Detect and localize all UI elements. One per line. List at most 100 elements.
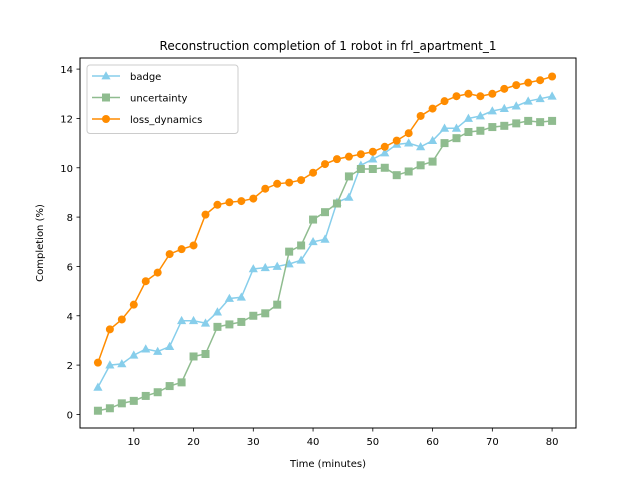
x-axis-label: Time (minutes) [289,459,366,470]
data-point-uncertainty [105,404,114,413]
data-point-badge [451,123,462,132]
data-point-badge [463,113,474,122]
data-point-loss_dynamics [105,325,114,334]
data-point-loss_dynamics [464,89,473,98]
chart-title: Reconstruction completion of 1 robot in … [160,39,497,53]
data-point-uncertainty [344,172,353,181]
data-point-badge [499,103,509,112]
data-point-loss_dynamics [129,300,138,309]
data-point-badge [224,293,234,302]
data-point-loss_dynamics [165,250,174,259]
data-point-badge [141,344,151,353]
data-point-loss_dynamics [201,210,210,219]
data-point-badge [511,101,521,110]
data-point-loss_dynamics [380,142,389,151]
data-point-badge [344,192,354,201]
x-tick-label: 70 [486,437,499,448]
data-point-badge [260,262,270,272]
x-tick-label: 50 [366,437,379,448]
data-point-loss_dynamics [356,150,365,159]
legend-box [86,64,239,134]
series-badge [93,91,557,391]
series-layer [93,72,557,415]
data-point-uncertainty [237,317,246,326]
data-point-loss_dynamics [488,89,497,98]
data-point-loss_dynamics [237,197,246,206]
data-point-badge [188,315,199,325]
data-point-loss_dynamics [500,84,509,93]
data-point-uncertainty [249,311,258,320]
data-point-loss_dynamics [273,179,282,188]
data-point-badge [272,261,282,270]
data-point-badge [153,346,163,355]
x-axis: 10 20 30 40 50 60 70 80 [127,428,558,448]
legend-item-uncertainty: uncertainty [92,93,188,105]
data-point-loss_dynamics [344,152,353,161]
data-point-loss_dynamics [189,241,198,250]
y-tick-label: 8 [67,213,73,224]
data-point-uncertainty [368,165,377,173]
data-point-uncertainty [512,119,521,128]
y-tick-label: 0 [67,410,73,421]
data-point-uncertainty [189,352,198,361]
series-loss_dynamics [93,72,557,367]
data-point-loss_dynamics [428,104,437,113]
data-point-uncertainty [225,320,234,329]
data-point-badge [284,259,294,268]
legend-marker [102,93,110,102]
legend-marker [102,115,110,123]
data-point-uncertainty [309,215,318,224]
data-point-loss_dynamics [440,97,449,106]
data-point-loss_dynamics [261,184,270,193]
data-point-loss_dynamics [512,81,521,90]
data-point-uncertainty [356,165,365,173]
data-point-uncertainty [500,121,509,130]
data-point-loss_dynamics [548,72,557,81]
data-point-badge [368,154,378,163]
data-point-loss_dynamics [392,136,401,145]
data-point-loss_dynamics [225,198,234,207]
data-point-badge [248,264,258,273]
data-point-loss_dynamics [368,147,377,156]
y-tick-label: 12 [60,114,73,125]
data-point-loss_dynamics [321,160,330,169]
y-tick-label: 4 [67,312,73,323]
data-point-loss_dynamics [416,111,425,120]
y-tick-label: 10 [60,164,73,175]
data-point-uncertainty [213,322,222,331]
data-point-loss_dynamics [153,268,162,277]
data-point-uncertainty [201,350,210,358]
data-point-loss_dynamics [332,155,341,164]
data-point-loss_dynamics [93,358,102,367]
data-point-badge [129,350,139,359]
data-point-loss_dynamics [141,277,150,286]
data-point-uncertainty [452,134,461,143]
data-point-badge [380,148,390,157]
data-point-uncertainty [404,167,413,176]
y-tick-label: 14 [60,65,73,76]
data-point-loss_dynamics [285,178,294,187]
data-point-uncertainty [380,163,389,172]
legend: badge uncertainty loss_dynamics [86,64,239,134]
data-point-uncertainty [165,382,174,391]
data-point-uncertainty [428,157,437,166]
data-point-uncertainty [93,406,102,415]
data-point-uncertainty [117,399,126,408]
data-point-uncertainty [261,309,270,318]
data-point-badge [165,341,175,350]
data-point-badge [93,382,103,391]
data-point-uncertainty [536,118,545,127]
data-point-badge [296,255,306,264]
data-point-loss_dynamics [309,168,318,177]
data-point-uncertainty [177,378,186,387]
plot-frame [79,57,577,429]
x-tick-label: 60 [426,437,439,448]
y-axis: 0 2 4 6 8 10 12 14 [60,65,80,421]
data-point-uncertainty [129,396,138,405]
data-point-badge [212,307,223,316]
data-point-badge [117,359,127,368]
data-point-badge [439,123,450,132]
data-point-uncertainty [524,116,533,125]
y-tick-label: 2 [67,361,73,372]
data-point-badge [236,292,246,301]
